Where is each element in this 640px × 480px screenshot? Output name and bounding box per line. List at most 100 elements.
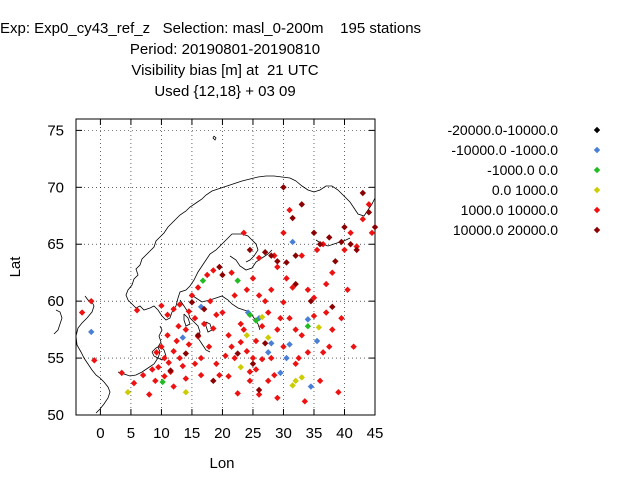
y-tick-label: 60 (47, 293, 64, 310)
coastline-map (53, 135, 376, 414)
data-point (347, 229, 354, 237)
data-point (289, 214, 296, 222)
data-point (289, 238, 296, 246)
data-point (176, 301, 183, 308)
legend-entry-label: 10000.0 20000.0 (453, 222, 558, 238)
data-point (280, 343, 287, 350)
data-point (274, 394, 281, 402)
data-point (301, 398, 309, 405)
data-point (292, 252, 299, 259)
x-tick-label: 35 (306, 425, 323, 442)
data-point (268, 354, 275, 362)
data-point (194, 332, 202, 339)
data-point (268, 340, 275, 347)
data-point (286, 315, 293, 322)
data-point (228, 343, 235, 350)
data-point (283, 259, 290, 266)
data-point (216, 371, 223, 379)
data-point (310, 294, 318, 301)
data-point (368, 229, 376, 237)
data-point (246, 311, 254, 319)
data-point (182, 326, 190, 333)
data-point (173, 337, 180, 345)
data-point (182, 389, 190, 396)
data-point (313, 246, 321, 254)
data-point (252, 366, 260, 373)
data-point (210, 267, 217, 274)
data-point (289, 382, 296, 389)
data-point (197, 371, 205, 379)
data-point (222, 352, 229, 359)
data-point (274, 263, 281, 271)
y-tick-label: 65 (47, 236, 64, 253)
data-point (292, 377, 299, 385)
data-point (255, 292, 263, 299)
data-point (286, 206, 293, 214)
chart-title-line-2: Period: 20190801-20190810 (129, 41, 321, 58)
data-point (292, 326, 299, 333)
x-tick-label: 40 (336, 425, 353, 442)
data-point (255, 391, 263, 398)
data-point (255, 386, 263, 394)
data-point (304, 316, 312, 323)
data-point (329, 269, 336, 276)
data-point (234, 350, 241, 357)
data-point (146, 391, 153, 398)
data-point (283, 275, 290, 282)
data-point (152, 377, 159, 385)
data-point (243, 332, 251, 339)
x-tick-label: 25 (245, 425, 262, 442)
data-point (219, 271, 226, 279)
legend-marker (593, 166, 601, 174)
data-point (289, 284, 296, 291)
data-point (246, 377, 254, 385)
data-point (219, 309, 226, 316)
data-point (268, 286, 275, 293)
data-point (329, 303, 336, 311)
data-point (298, 332, 305, 339)
data-point (344, 286, 351, 293)
legend: -20000.0-10000.0 -10000.0 -1000.0 -1000.0 … (447, 122, 601, 238)
legend-marker (593, 206, 601, 214)
data-point (139, 371, 147, 379)
data-point (261, 249, 269, 256)
data-point (265, 334, 272, 341)
data-point (170, 348, 177, 355)
y-tick-label: 75 (47, 122, 64, 139)
data-point (185, 308, 193, 315)
data-point (225, 332, 232, 339)
data-point (234, 277, 241, 284)
data-point (353, 246, 360, 254)
data-point (158, 302, 165, 309)
data-point (277, 369, 284, 377)
data-point (188, 299, 196, 306)
data-point (205, 343, 213, 350)
legend-entry-label: -10000.0 -1000.0 (451, 142, 558, 158)
data-point (165, 359, 172, 366)
data-point (338, 315, 345, 322)
data-point (161, 373, 168, 380)
data-point (133, 307, 141, 314)
data-point (246, 246, 254, 254)
legend-entry-label: -20000.0-10000.0 (447, 122, 558, 138)
data-point (243, 286, 251, 293)
data-point (304, 286, 312, 293)
data-point (197, 354, 205, 362)
data-point (280, 299, 287, 306)
data-point (252, 317, 260, 324)
data-point (149, 366, 156, 373)
data-point (231, 292, 238, 299)
data-point (179, 362, 186, 370)
data-point (240, 326, 248, 333)
data-point (350, 343, 357, 350)
data-point (255, 254, 263, 262)
data-point (298, 252, 305, 259)
data-point (307, 297, 315, 305)
data-point (246, 368, 254, 375)
data-point (298, 201, 305, 208)
data-point (234, 390, 241, 397)
data-point (182, 375, 190, 382)
data-point (210, 377, 217, 385)
legend-entry-label: -1000.0 0.0 (487, 162, 558, 178)
data-point (313, 337, 321, 345)
